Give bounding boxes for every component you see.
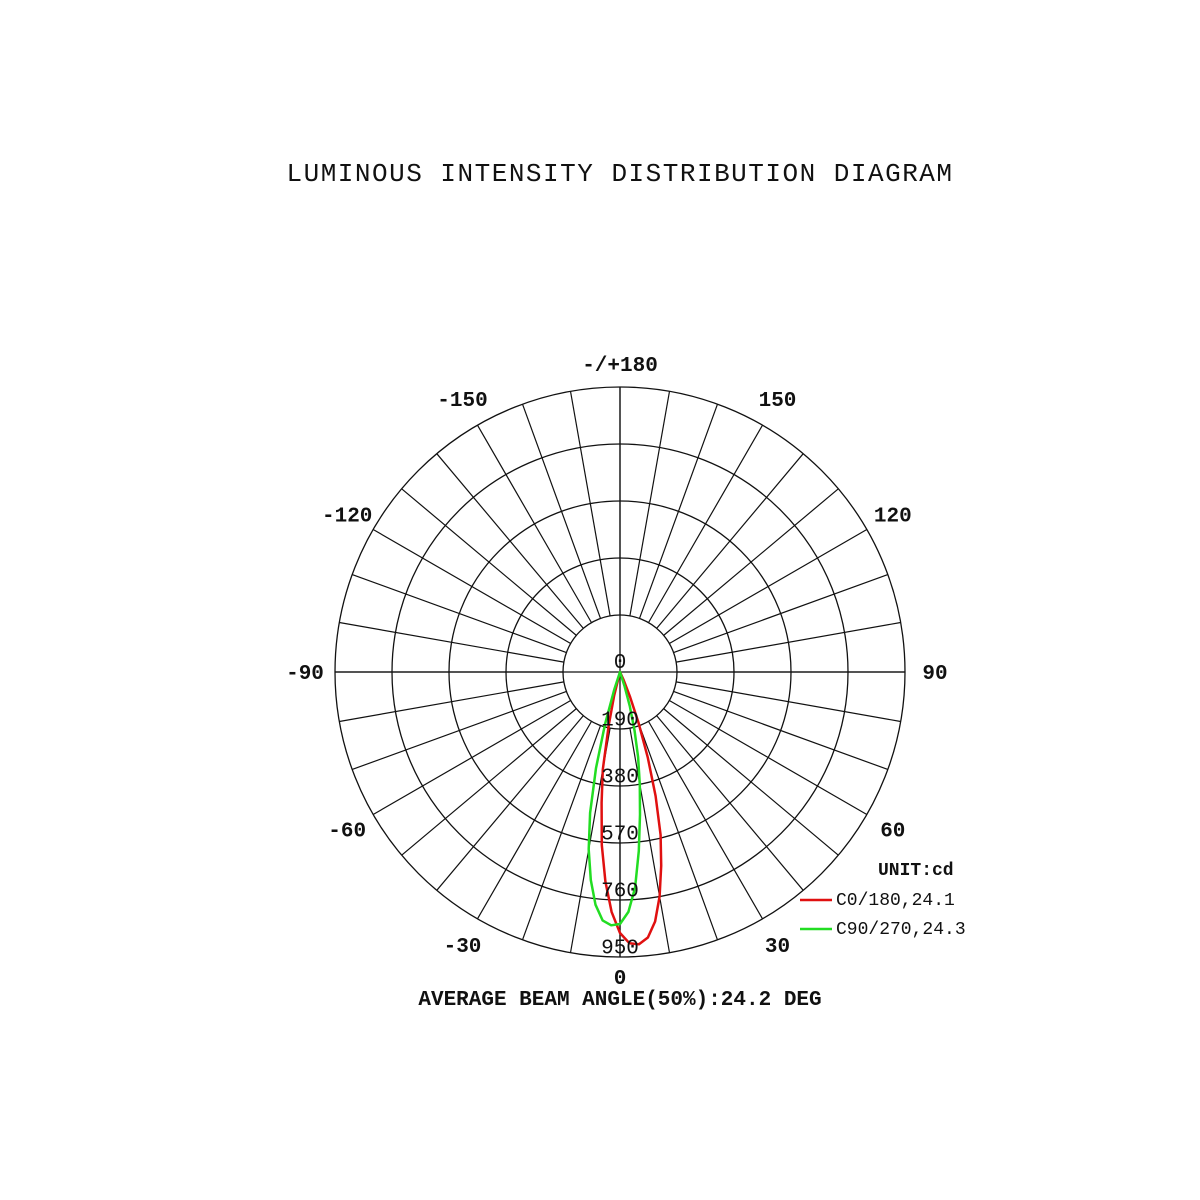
grid-spoke [339, 621, 564, 663]
radial-tick-label: 380 [601, 767, 639, 790]
grid-spoke [669, 528, 868, 645]
axis-labels: 0 190 380 570 760 950 -/+180 -150 150 -120 120 -90 9… [286, 355, 948, 991]
grid-spoke [673, 690, 889, 771]
grid-spoke [476, 424, 593, 623]
angle-label: 60 [880, 821, 905, 844]
legend: UNIT:cd C0/180,24.1 C90/270,24.3 [800, 861, 966, 940]
radial-tick-label: 950 [601, 938, 639, 961]
grid-spoke [669, 699, 868, 816]
grid-spoke [663, 488, 839, 636]
grid-spoke [638, 403, 719, 619]
angle-label: 30 [765, 936, 790, 959]
grid-spoke [676, 621, 901, 663]
grid-spoke [521, 725, 602, 941]
unit-label: UNIT:cd [878, 861, 954, 881]
legend-label-c90-270: C90/270,24.3 [836, 920, 966, 940]
angle-label: -120 [322, 506, 372, 529]
angle-label: -30 [444, 936, 482, 959]
grid-spoke [569, 391, 611, 616]
grid-spoke [676, 681, 901, 723]
grid-spoke [372, 699, 571, 816]
grid-spoke [476, 721, 593, 920]
radial-tick-label: 570 [601, 824, 639, 847]
grid-spoke [656, 715, 804, 891]
grid-spoke [647, 424, 764, 623]
grid-spoke [372, 528, 571, 645]
angle-label: 120 [874, 506, 912, 529]
radial-tick-label: 190 [601, 710, 639, 733]
angle-label: -150 [437, 390, 487, 413]
grid-spoke [436, 715, 584, 891]
angle-label: -60 [328, 821, 366, 844]
grid-spoke [436, 453, 584, 629]
grid-spoke [401, 708, 577, 856]
grid-spoke [339, 681, 564, 723]
grid-spoke [351, 573, 567, 654]
grid-spoke [351, 690, 567, 771]
series-curve-0 [600, 670, 663, 946]
angle-label: 90 [922, 663, 947, 686]
grid-spoke [663, 708, 839, 856]
grid-spoke [629, 391, 671, 616]
chart-title: LUMINOUS INTENSITY DISTRIBUTION DIAGRAM [287, 159, 954, 189]
radial-tick-label: 760 [601, 881, 639, 904]
series-curve-1 [587, 670, 642, 927]
angle-label: -90 [286, 663, 324, 686]
angle-label: 150 [759, 390, 797, 413]
grid-spoke [629, 728, 671, 953]
beam-angle-footer: AVERAGE BEAM ANGLE(50%):24.2 DEG [418, 989, 821, 1012]
angle-label: -/+180 [582, 355, 658, 378]
grid-spoke [656, 453, 804, 629]
angle-label: 0 [614, 968, 627, 991]
grid-spoke [401, 488, 577, 636]
polar-grid [334, 386, 906, 958]
radial-tick-label: 0 [614, 652, 627, 675]
grid-spoke [521, 403, 602, 619]
grid-spoke [638, 725, 719, 941]
grid-spoke [673, 573, 889, 654]
grid-spoke [647, 721, 764, 920]
intensity-curves [587, 670, 663, 946]
legend-label-c0-180: C0/180,24.1 [836, 891, 955, 911]
